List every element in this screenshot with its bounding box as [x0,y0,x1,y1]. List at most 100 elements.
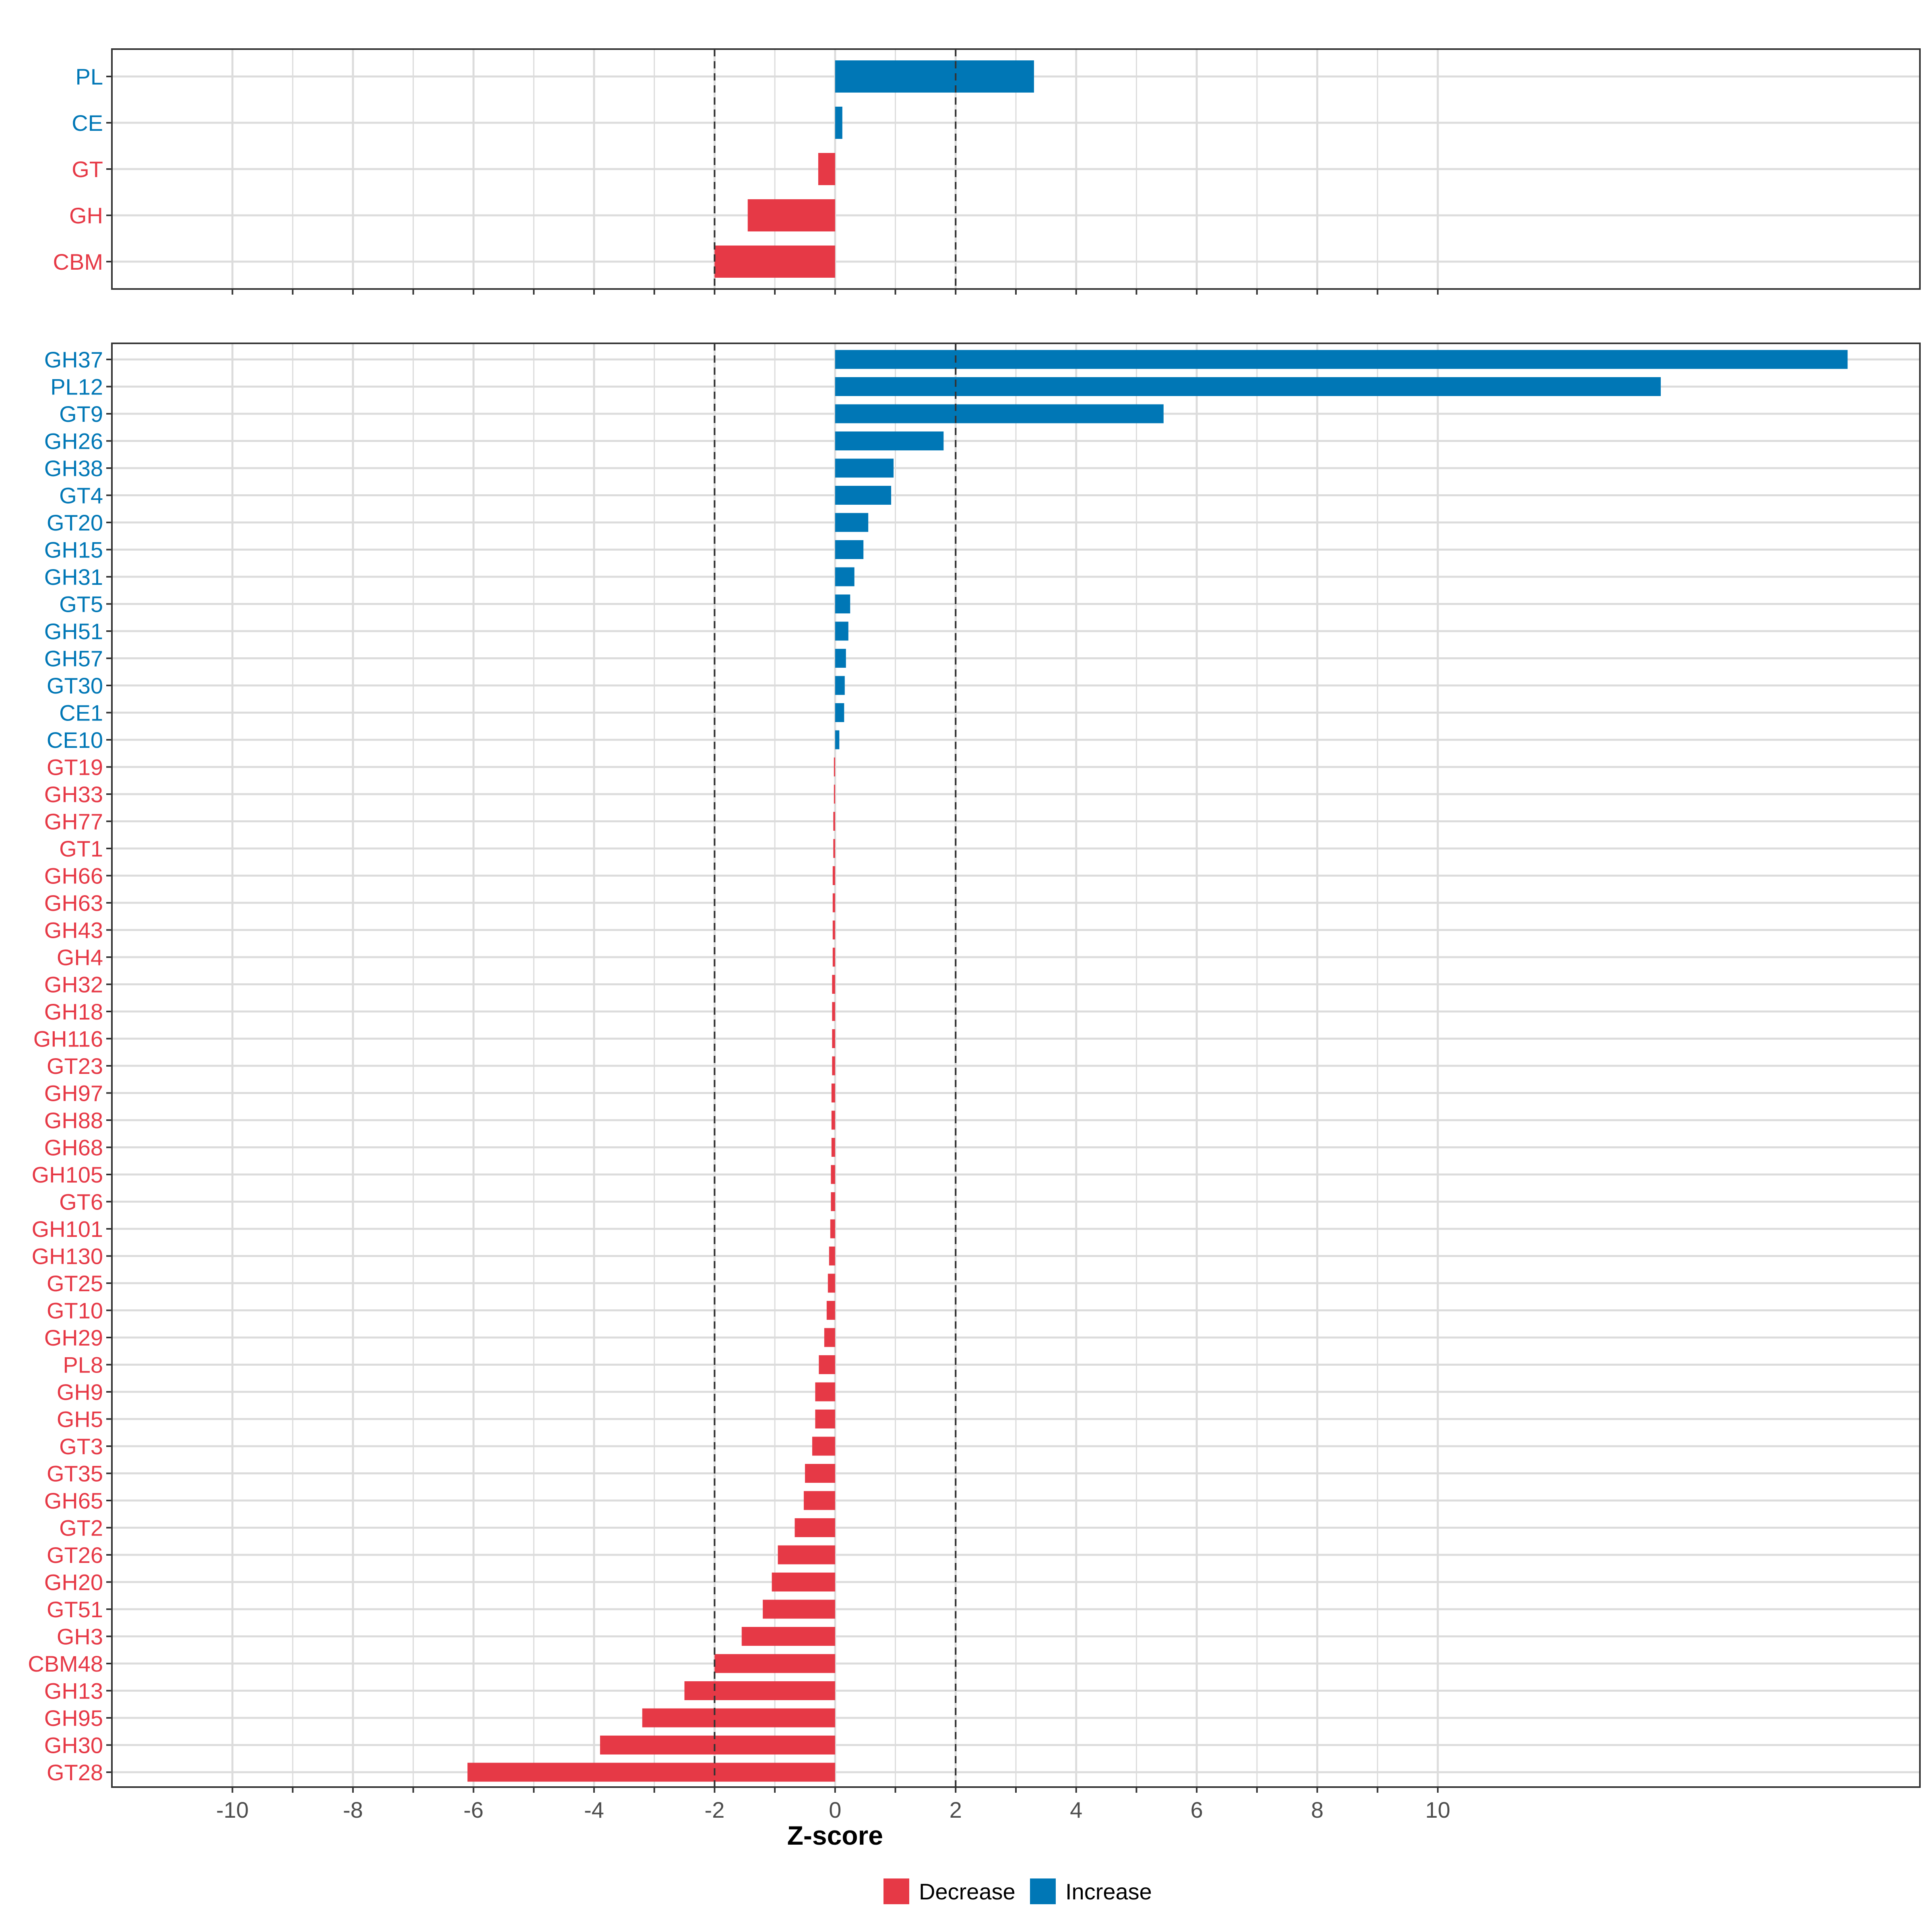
bar-cbm [714,246,835,278]
y-tick-label: GT30 [47,673,103,698]
legend-label-increase: Increase [1065,1879,1152,1904]
y-tick-label: GH68 [44,1135,103,1160]
x-tick-label: 8 [1311,1797,1323,1823]
y-tick-label: GH77 [44,809,103,834]
y-tick-label: GH63 [44,890,103,916]
bar-ce [835,107,842,139]
bar-gh26 [835,431,944,450]
legend-swatch-decrease [883,1878,909,1904]
y-tick-label: PL12 [50,374,103,400]
y-tick-label: GH26 [44,429,103,454]
y-tick-label: GT25 [47,1271,103,1296]
y-tick-label: GH20 [44,1570,103,1595]
bar-gt [818,153,835,185]
y-tick-label: GH31 [44,564,103,590]
x-tick-label: 4 [1070,1797,1082,1823]
bar-gh3 [741,1627,835,1646]
legend-label-decrease: Decrease [919,1879,1016,1904]
y-tick-label: GH5 [57,1407,103,1432]
bar-gh77 [833,812,835,831]
bar-gh15 [835,540,864,559]
bar-gh37 [835,350,1848,369]
y-tick-label: GH66 [44,863,103,889]
bar-gt1 [833,839,835,858]
bar-gt20 [835,513,869,532]
x-tick-label: 0 [829,1797,841,1823]
bar-gh63 [832,893,835,912]
y-tick-label: GH15 [44,537,103,563]
bar-gt25 [828,1274,835,1293]
x-tick-label: -4 [584,1797,604,1823]
bar-ce10 [835,730,840,749]
bar-gh38 [835,458,894,478]
bar-pl12 [835,377,1661,396]
y-tick-label: GT20 [47,510,103,535]
y-tick-label: GT [72,157,103,182]
y-tick-label: GT4 [59,483,103,508]
y-tick-label: GH3 [57,1624,103,1649]
y-tick-label: GH105 [32,1162,103,1187]
bar-gt4 [835,486,892,505]
y-tick-label: GT26 [47,1542,103,1568]
bar-gh18 [832,1002,835,1021]
y-tick-label: GH32 [44,972,103,997]
y-tick-label: GT6 [59,1189,103,1215]
bar-gh30 [600,1736,835,1754]
y-tick-label: CE10 [47,727,103,753]
y-tick-label: PL [76,64,103,89]
bar-gt19 [834,758,835,776]
x-tick-label: 10 [1425,1797,1450,1823]
legend-swatch-increase [1030,1878,1056,1904]
y-tick-label: GH38 [44,456,103,481]
y-tick-label: CE [72,110,103,136]
y-tick-label: GH30 [44,1733,103,1758]
bar-gh51 [835,621,848,641]
x-tick-label: -10 [216,1797,249,1823]
y-tick-label: GT1 [59,836,103,861]
bar-gt9 [835,404,1164,423]
y-tick-label: GT35 [47,1461,103,1486]
bar-gt28 [467,1763,835,1782]
y-tick-label: GH116 [33,1026,103,1052]
bar-gt23 [832,1056,835,1075]
bar-gh4 [832,947,835,967]
bar-gt51 [763,1600,835,1619]
bar-gh5 [815,1410,835,1428]
bar-pl8 [819,1355,835,1374]
x-tick-label: -2 [704,1797,724,1823]
y-tick-label: GT28 [47,1760,103,1785]
bar-gh105 [831,1165,835,1184]
bar-gt5 [835,594,850,613]
y-tick-label: GH88 [44,1108,103,1133]
y-tick-label: GT5 [59,592,103,617]
y-tick-label: GT19 [47,755,103,780]
bar-pl [835,60,1034,93]
y-tick-label: GH29 [44,1325,103,1350]
bar-gh9 [815,1382,835,1402]
bar-gh33 [834,784,835,804]
y-tick-label: GH43 [44,918,103,943]
y-tick-label: GT2 [59,1515,103,1541]
y-tick-label: GH101 [32,1216,103,1242]
y-tick-label: CBM48 [28,1651,103,1676]
y-tick-label: PL8 [63,1352,103,1378]
bar-gt6 [831,1192,835,1211]
bar-gt30 [835,676,845,695]
bar-gh32 [832,975,835,994]
bar-gh43 [832,921,835,939]
y-tick-label: GH [69,203,103,228]
bar-gh88 [831,1110,835,1130]
y-tick-label: GH13 [44,1678,103,1704]
x-tick-label: -8 [343,1797,363,1823]
x-tick-label: 6 [1191,1797,1203,1823]
y-tick-label: GH97 [44,1081,103,1106]
y-tick-label: GT51 [47,1597,103,1622]
bar-gh116 [832,1029,835,1048]
y-tick-label: GH4 [57,945,103,970]
bar-gh29 [824,1328,835,1347]
bar-gt3 [812,1437,835,1456]
bar-gh20 [772,1573,835,1591]
bar-gt26 [778,1545,835,1565]
bar-gh95 [642,1708,835,1728]
